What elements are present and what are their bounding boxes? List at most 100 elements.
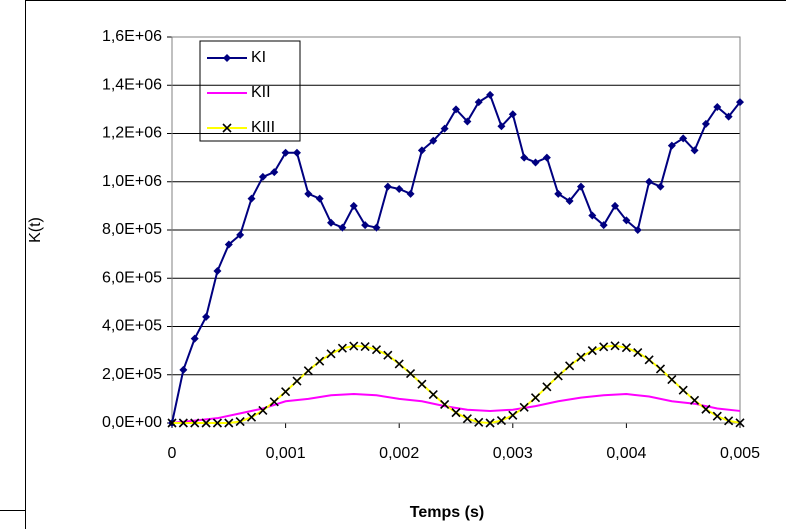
y-tick-label: 1,4E+06 <box>102 76 162 93</box>
point <box>485 418 495 428</box>
x-axis-title: Temps (s) <box>410 504 484 521</box>
y-tick-label: 8,0E+05 <box>102 221 162 238</box>
point <box>667 141 676 150</box>
point <box>349 341 359 351</box>
point <box>587 346 597 356</box>
point <box>224 240 233 249</box>
point <box>281 387 291 397</box>
point <box>633 347 643 358</box>
point <box>531 158 540 167</box>
point <box>315 194 324 203</box>
legend-label: KIII <box>251 119 275 136</box>
y-tick-label: 1,6E+06 <box>102 28 162 45</box>
point <box>349 201 358 210</box>
point <box>372 223 381 232</box>
x-tick-label: 0,004 <box>606 445 646 462</box>
legend-marker <box>222 123 232 133</box>
point <box>178 418 188 428</box>
point <box>235 416 245 427</box>
point <box>246 412 257 422</box>
point <box>542 153 551 162</box>
y-tick-label: 1,0E+06 <box>102 173 162 190</box>
point <box>361 221 370 230</box>
point <box>326 349 336 359</box>
point <box>383 350 393 360</box>
point <box>621 343 631 353</box>
point <box>440 124 449 133</box>
point <box>679 134 688 143</box>
point <box>247 194 256 203</box>
point <box>622 216 631 225</box>
point <box>179 365 188 374</box>
point <box>713 102 722 111</box>
point <box>292 148 301 157</box>
point <box>530 393 541 403</box>
point <box>689 395 700 405</box>
point <box>656 182 665 191</box>
point <box>167 418 177 428</box>
point <box>645 177 654 186</box>
point <box>303 366 313 376</box>
point <box>576 352 586 362</box>
point <box>201 418 211 428</box>
plot <box>167 90 745 428</box>
x-tick-label: 0,001 <box>266 445 306 462</box>
point <box>486 90 495 99</box>
point <box>338 223 347 232</box>
point <box>520 153 529 162</box>
point <box>701 119 710 128</box>
point <box>360 341 370 352</box>
legend-marker <box>223 54 231 62</box>
point <box>281 148 290 157</box>
point <box>553 371 563 381</box>
point <box>212 418 223 428</box>
legend-label: KI <box>251 49 266 66</box>
point <box>337 343 347 353</box>
point <box>474 417 484 427</box>
point <box>611 201 620 210</box>
point <box>452 105 460 114</box>
point <box>327 218 336 227</box>
point <box>667 375 677 385</box>
point <box>497 122 506 131</box>
point <box>394 359 404 369</box>
point <box>406 189 415 198</box>
point <box>474 98 483 107</box>
point <box>576 182 585 191</box>
point <box>724 416 734 426</box>
grid: 0,0E+00 2,0E+05 4,0E+05 6,0E+05 8,0E+05 1,0E+… <box>102 28 760 462</box>
point <box>417 379 427 389</box>
point <box>599 221 608 230</box>
point <box>655 364 666 374</box>
y-tick-label: 4,0E+05 <box>102 318 162 335</box>
x-tick-label: 0,003 <box>493 445 533 462</box>
point <box>190 334 199 343</box>
point <box>236 230 245 239</box>
point <box>428 389 438 400</box>
point <box>610 341 620 351</box>
point <box>644 355 654 365</box>
point <box>712 411 722 421</box>
point <box>565 361 575 371</box>
point <box>451 408 461 418</box>
point <box>224 418 234 428</box>
point <box>701 404 711 414</box>
point <box>599 342 609 352</box>
y-axis-title: K(t) <box>27 217 44 243</box>
y-tick-label: 1,2E+06 <box>102 125 162 142</box>
point <box>371 345 382 355</box>
point <box>542 382 552 392</box>
point <box>315 356 325 366</box>
point <box>202 312 211 321</box>
point <box>554 189 563 198</box>
point <box>395 184 404 193</box>
point <box>565 197 574 206</box>
point <box>496 416 507 426</box>
point <box>292 376 302 386</box>
point <box>304 189 313 198</box>
legend: KI KII KIII <box>199 40 301 142</box>
point <box>690 146 699 155</box>
point <box>519 402 529 412</box>
